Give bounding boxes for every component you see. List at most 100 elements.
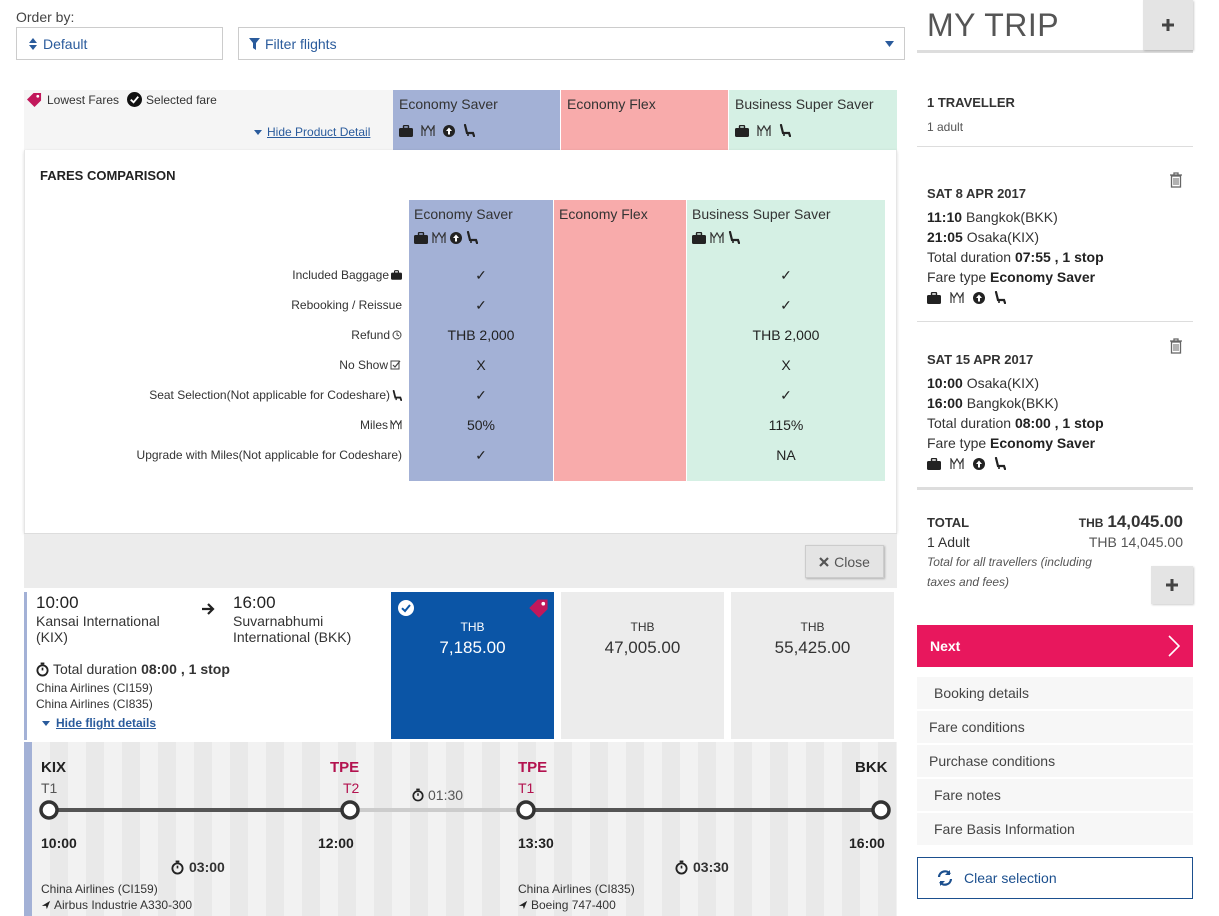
miles-icon <box>421 125 435 137</box>
trash-icon[interactable] <box>1169 338 1183 354</box>
outbound-departure: 11:10 Bangkok(BKK) <box>927 209 1058 225</box>
cell-saver-miles: 50% <box>466 417 496 433</box>
filter-flights-dropdown[interactable]: Filter flights <box>238 27 905 60</box>
price-amount: 7,185.00 <box>439 638 506 657</box>
fare-legend: Lowest Fares Selected fare Hide Product … <box>24 90 393 150</box>
outbound-duration: Total duration 07:55 , 1 stop <box>927 249 1104 265</box>
cell-business-baggage: ✓ <box>780 267 792 283</box>
link-fare-basis[interactable]: Fare Basis Information <box>917 813 1193 846</box>
cell-saver-rebooking: ✓ <box>475 297 487 313</box>
price-currency: THB <box>630 620 655 634</box>
row-label-refund: Refund <box>351 328 402 342</box>
order-by-value: Default <box>43 35 88 52</box>
add-trip-button[interactable] <box>1143 0 1193 50</box>
return-fare-type: Fare type Economy Saver <box>927 435 1096 451</box>
link-purchase-conditions[interactable]: Purchase conditions <box>917 745 1193 778</box>
cell-business-rebooking: ✓ <box>780 297 792 313</box>
price-economy-saver[interactable]: THB 7,185.00 <box>391 592 554 739</box>
outbound-date: SAT 8 APR 2017 <box>927 186 1026 201</box>
link-fare-notes[interactable]: Fare notes <box>917 779 1193 812</box>
close-label: Close <box>834 553 870 570</box>
trash-icon[interactable] <box>1169 172 1183 188</box>
route-line <box>39 800 891 820</box>
refund-icon <box>392 330 402 340</box>
segment2-origin-terminal: T1 <box>518 780 535 796</box>
outbound-summary: SAT 8 APR 2017 11:10 Bangkok(BKK) 21:05 … <box>917 172 1193 312</box>
fare-name: Economy Saver <box>399 96 498 112</box>
sort-icon <box>29 37 37 50</box>
return-summary: SAT 15 APR 2017 10:00 Osaka(KIX) 16:00 B… <box>917 338 1193 478</box>
hide-product-detail-text: Hide Product Detail <box>267 125 371 139</box>
seat-icon <box>463 124 475 137</box>
return-departure: 10:00 Osaka(KIX) <box>927 375 1040 391</box>
chevron-down-icon <box>885 41 894 47</box>
column-title: Business Super Saver <box>692 206 831 222</box>
selected-check-icon <box>398 600 414 616</box>
return-arrival: 16:00 Bangkok(BKK) <box>927 395 1059 411</box>
selected-fare-label: Selected fare <box>146 92 217 107</box>
baggage-icon <box>735 125 749 137</box>
cell-saver-upgrade: ✓ <box>475 447 487 463</box>
segment2-destination: BKK <box>855 759 888 776</box>
no-show-icon <box>390 360 401 370</box>
price-amount: 47,005.00 <box>604 638 681 657</box>
add-extras-button[interactable] <box>1151 566 1193 604</box>
baggage-icon <box>399 125 413 137</box>
column-title: Economy Saver <box>414 206 513 222</box>
segment1-aircraft: Airbus Industrie A330-300 <box>41 898 192 912</box>
fare-header-business-super-saver[interactable]: Business Super Saver <box>729 90 897 150</box>
row-label-included-baggage: Included Baggage <box>292 268 402 282</box>
row-label-seat-selection: Seat Selection(Not applicable for Codesh… <box>149 388 402 402</box>
segment2-aircraft: Boeing 747-400 <box>518 898 616 912</box>
price-business-super-saver[interactable]: THB 55,425.00 <box>731 592 894 739</box>
cell-business-seat: ✓ <box>780 387 792 403</box>
seat-icon <box>779 124 791 137</box>
plane-icon <box>518 900 528 910</box>
caret-down-icon <box>254 129 262 135</box>
cell-saver-refund: THB 2,000 <box>447 327 515 343</box>
seat-icon <box>466 231 478 244</box>
segment2-arrival-time: 16:00 <box>849 835 885 851</box>
segment2-duration: 03:30 <box>675 859 729 875</box>
fare-header-economy-saver[interactable]: Economy Saver <box>393 90 560 150</box>
lowest-fare-tag-icon <box>528 598 550 618</box>
column-title: Economy Flex <box>559 206 648 222</box>
link-fare-conditions[interactable]: Fare conditions <box>917 711 1193 744</box>
arrow-right-icon <box>202 603 215 615</box>
row-label-upgrade-miles: Upgrade with Miles(Not applicable for Co… <box>136 448 402 462</box>
order-by-select[interactable]: Default <box>16 27 223 60</box>
segment2-departure-time: 13:30 <box>518 835 554 851</box>
comparison-column-economy-saver: Economy Saver <box>409 200 553 481</box>
cell-saver-seat: ✓ <box>475 387 487 403</box>
miles-icon <box>950 292 964 304</box>
segment1-carrier: China Airlines (CI159) <box>41 882 158 896</box>
next-button[interactable]: Next <box>917 625 1193 667</box>
segment1-departure-time: 10:00 <box>41 835 77 851</box>
close-icon <box>819 556 829 567</box>
close-button[interactable]: Close <box>805 545 884 578</box>
cell-saver-baggage: ✓ <box>475 267 487 283</box>
price-economy-flex[interactable]: THB 47,005.00 <box>561 592 724 739</box>
return-duration: Total duration 08:00 , 1 stop <box>927 415 1104 431</box>
link-booking-details[interactable]: Booking details <box>917 677 1193 710</box>
segment1-arrival-time: 12:00 <box>318 835 354 851</box>
segment2-carrier: China Airlines (CI835) <box>518 882 635 896</box>
fare-header-economy-flex[interactable]: Economy Flex <box>561 90 728 150</box>
cell-business-miles: 115% <box>768 417 804 433</box>
traveller-count: 1 TRAVELLER <box>927 95 1015 110</box>
seat-icon <box>728 231 740 244</box>
my-trip-header: MY TRIP <box>917 0 1193 53</box>
carrier-2: China Airlines (CI835) <box>36 697 153 711</box>
cell-saver-noshow: X <box>476 357 486 373</box>
upgrade-icon <box>443 125 455 137</box>
total-note: Total for all travellers (including taxe… <box>927 555 1092 589</box>
clear-selection-label: Clear selection <box>964 870 1057 886</box>
flight-summary[interactable]: 10:00 Kansai International (KIX) 16:00 S… <box>24 592 389 740</box>
hide-product-detail-link[interactable]: Hide Product Detail <box>254 125 370 139</box>
clear-selection-button[interactable]: Clear selection <box>917 857 1193 899</box>
comparison-column-economy-flex: Economy Flex <box>554 200 686 481</box>
arrival-time: 16:00 <box>233 593 276 612</box>
hide-flight-details-link[interactable]: Hide flight details <box>42 716 156 730</box>
baggage-icon <box>692 232 706 244</box>
filter-icon <box>249 37 260 50</box>
